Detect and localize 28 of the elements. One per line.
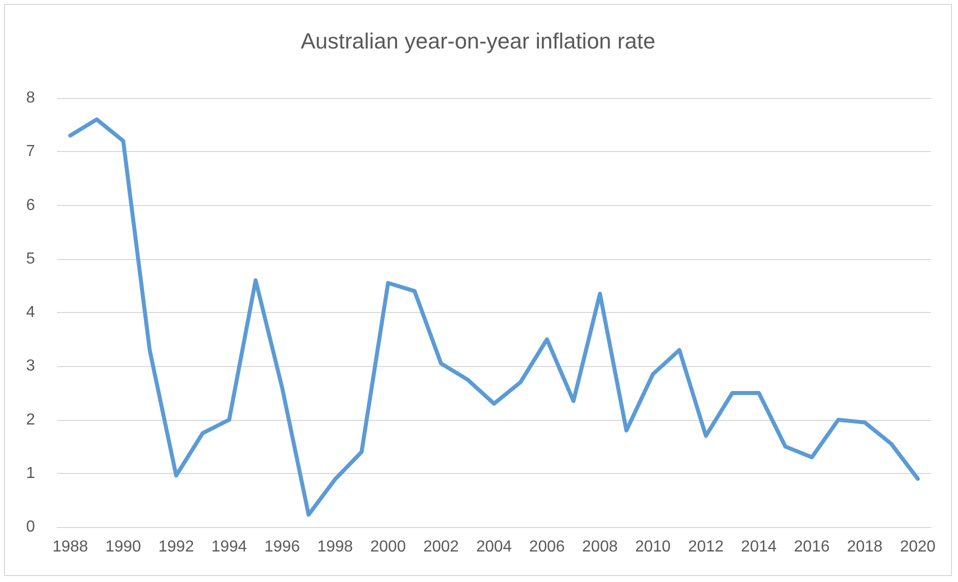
x-tick-label: 2002 bbox=[423, 538, 459, 556]
x-tick-label: 2016 bbox=[794, 538, 830, 556]
y-tick-label: 8 bbox=[26, 90, 36, 106]
x-tick-label: 2012 bbox=[688, 538, 724, 556]
x-tick-label: 2008 bbox=[582, 538, 618, 556]
y-tick-label: 3 bbox=[26, 358, 36, 375]
line-series bbox=[68, 117, 920, 517]
x-tick-label: 1998 bbox=[317, 538, 353, 556]
y-tick-label: 1 bbox=[26, 464, 36, 482]
y-tick-label: 7 bbox=[26, 143, 36, 160]
y-tick-label: 6 bbox=[26, 196, 36, 214]
x-tick-label: 2006 bbox=[529, 538, 565, 556]
x-tick-label: 1990 bbox=[105, 538, 142, 556]
x-tick-label: 1994 bbox=[211, 538, 248, 556]
x-tick-label: 2000 bbox=[370, 538, 406, 556]
x-tick-label: 1996 bbox=[264, 538, 300, 556]
y-tick-label: 4 bbox=[26, 304, 36, 321]
chart-title: Australian year-on-year inflation rate bbox=[300, 28, 656, 54]
y-tick-label: 2 bbox=[26, 411, 36, 428]
x-tick-label: 1992 bbox=[158, 538, 194, 556]
x-tick-label: 2020 bbox=[900, 538, 936, 556]
x-tick-label: 1988 bbox=[52, 538, 88, 556]
y-tick-label: 5 bbox=[26, 250, 36, 268]
x-tick-label: 2014 bbox=[741, 538, 777, 556]
x-tick-label: 2004 bbox=[476, 538, 512, 556]
y-tick-label: 0 bbox=[26, 518, 36, 536]
x-tick-label: 2018 bbox=[846, 538, 883, 556]
x-tick-label: 2010 bbox=[635, 538, 671, 556]
